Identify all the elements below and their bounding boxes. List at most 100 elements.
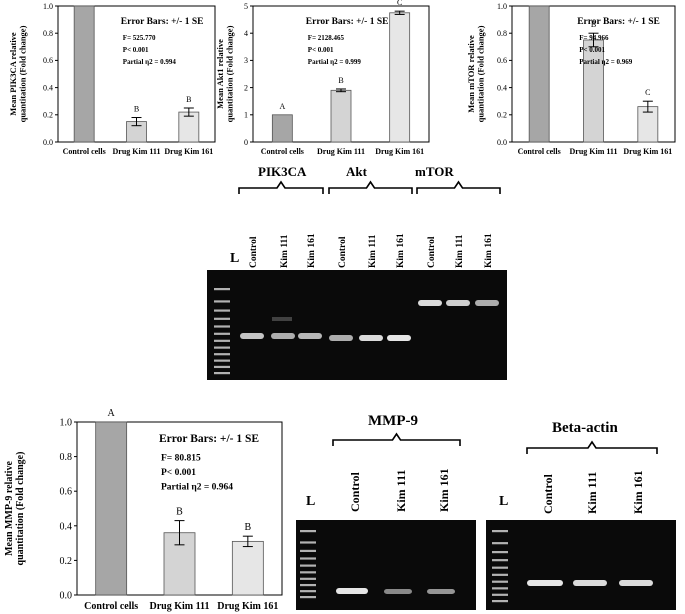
x-tick-label: Drug Kim 111 — [569, 147, 617, 156]
x-tick-label: Drug Kim 161 — [164, 147, 213, 156]
ladder-band — [214, 372, 230, 375]
ladder-band — [300, 541, 316, 544]
gel-mmp9-bands — [300, 530, 455, 599]
y-tick-label: 1.0 — [60, 418, 73, 429]
ladder-band — [214, 365, 230, 369]
group-brace — [416, 180, 501, 194]
gel-actin: Beta-actin L Control Kim 111 Kim 161 — [486, 420, 676, 610]
gel-band — [527, 580, 563, 586]
ladder-band — [492, 530, 508, 533]
ladder-band — [214, 339, 230, 342]
ladder-band — [492, 542, 508, 545]
ladder-band — [492, 566, 508, 569]
x-tick-label: Drug Kim 111 — [317, 147, 365, 156]
gel-mmp9-image — [296, 520, 476, 610]
y-tick-label: 0.6 — [43, 56, 53, 65]
group-brace — [328, 180, 413, 194]
y-axis-label: Mean PIK3CA relativequantitation (Fold c… — [8, 25, 28, 122]
significance-letter: B — [244, 522, 251, 533]
stat-line: P< 0.001 — [579, 46, 605, 54]
x-tick-label: Control cells — [518, 147, 561, 156]
gel-top-group-label-mtor: mTOR — [415, 164, 454, 179]
chart-akt1: 0 1 2 3 4 5 Mean Akt1 relativequantitation (Fo… — [215, 0, 430, 156]
bar — [73, 5, 95, 143]
ladder-band — [214, 300, 230, 303]
lane-label: Kim 161 — [307, 233, 317, 268]
significance-letter: B — [176, 507, 183, 518]
ladder-band — [300, 577, 316, 580]
lane-label: Kim 161 — [437, 468, 451, 512]
gel-actin-brace — [526, 440, 658, 454]
gel-actin-image — [486, 520, 676, 610]
gel-mmp9-brace — [332, 432, 461, 446]
gel-band — [384, 589, 412, 594]
lane-label: Kim 161 — [631, 470, 645, 514]
lane-label: Control — [338, 236, 348, 268]
y-tick-label: 0.4 — [497, 83, 507, 92]
gel-mmp9-lane-labels: Control Kim 111 Kim 161 — [348, 468, 451, 512]
ladder-band — [492, 593, 508, 596]
ladder-band — [214, 346, 230, 349]
stat-line: P< 0.001 — [123, 46, 149, 54]
lane-label: Kim 111 — [455, 234, 465, 268]
y-tick-label: 2 — [244, 83, 248, 92]
significance-letter: B — [338, 76, 343, 85]
gel-band — [418, 300, 442, 306]
chart-mmp9: 0.0 0.2 0.4 0.6 0.8 1.0 Mean MMP-9 relativequa… — [4, 408, 283, 612]
bar — [271, 114, 293, 143]
ladder-band — [492, 551, 508, 554]
gel-band — [427, 589, 455, 594]
gel-band — [475, 300, 499, 306]
ladder-band — [492, 580, 508, 583]
y-tick-label: 0.0 — [43, 138, 53, 147]
bar — [231, 540, 264, 596]
gel-top-braces — [238, 180, 501, 194]
y-tick-label: 1.0 — [43, 2, 53, 11]
bar — [528, 5, 550, 143]
y-tick-label: 0.8 — [497, 29, 507, 38]
significance-letter: B — [134, 105, 139, 114]
gel-top-group-label-pik3ca: PIK3CA — [258, 164, 307, 179]
y-tick-label: 0.2 — [60, 556, 73, 567]
y-tick-label: 0.8 — [43, 29, 53, 38]
significance-letter: C — [645, 88, 650, 97]
y-axis-label: Mean Akt1 relativequantitation (Fold cha… — [215, 25, 235, 122]
ladder-band — [214, 325, 230, 328]
gel-actin-title: Beta-actin — [552, 420, 618, 436]
error-bars-legend: Error Bars: +/- 1 SE — [577, 17, 660, 27]
x-tick-label: Drug Kim 161 — [623, 147, 672, 156]
ladder-band — [214, 359, 230, 362]
gel-band — [336, 588, 368, 594]
gel-band — [446, 300, 470, 306]
gel-actin-bands — [492, 530, 653, 603]
group-brace — [526, 440, 658, 454]
significance-letter: C — [397, 0, 402, 7]
ladder-band — [300, 571, 316, 574]
gel-mmp9: MMP-9 L Control Kim 111 Kim 161 — [296, 413, 476, 610]
stat-line: F= 80.815 — [161, 454, 201, 464]
bar — [330, 89, 352, 143]
group-brace — [238, 180, 324, 194]
significance-letter: B — [186, 95, 191, 104]
ladder-band — [300, 583, 316, 587]
lane-label: Kim 111 — [394, 470, 408, 512]
ladder-band — [492, 573, 508, 576]
lane-label: Kim 111 — [368, 234, 378, 268]
ladder-band — [300, 549, 316, 553]
gel-band — [329, 335, 353, 341]
ladder-band — [300, 596, 316, 599]
gel-mmp9-ladder-label: L — [306, 494, 315, 509]
ladder-band — [214, 317, 230, 320]
stat-line: F= 94.966 — [579, 34, 609, 42]
bar — [95, 421, 128, 596]
y-tick-label: 0 — [244, 138, 248, 147]
stat-line: Partial η2 = 0.964 — [161, 483, 233, 493]
significance-letter: A — [279, 102, 285, 111]
y-tick-label: 0.6 — [60, 487, 73, 498]
y-axis-label: Mean mTOR relativequantitation (Fold cha… — [466, 25, 486, 122]
ladder-band — [300, 590, 316, 593]
x-tick-label: Drug Kim 161 — [375, 147, 424, 156]
gel-top-lane-labels: Control Kim 111 Kim 161 Control Kim 111 Kim 1… — [249, 233, 494, 268]
x-tick-label: Control cells — [261, 147, 304, 156]
